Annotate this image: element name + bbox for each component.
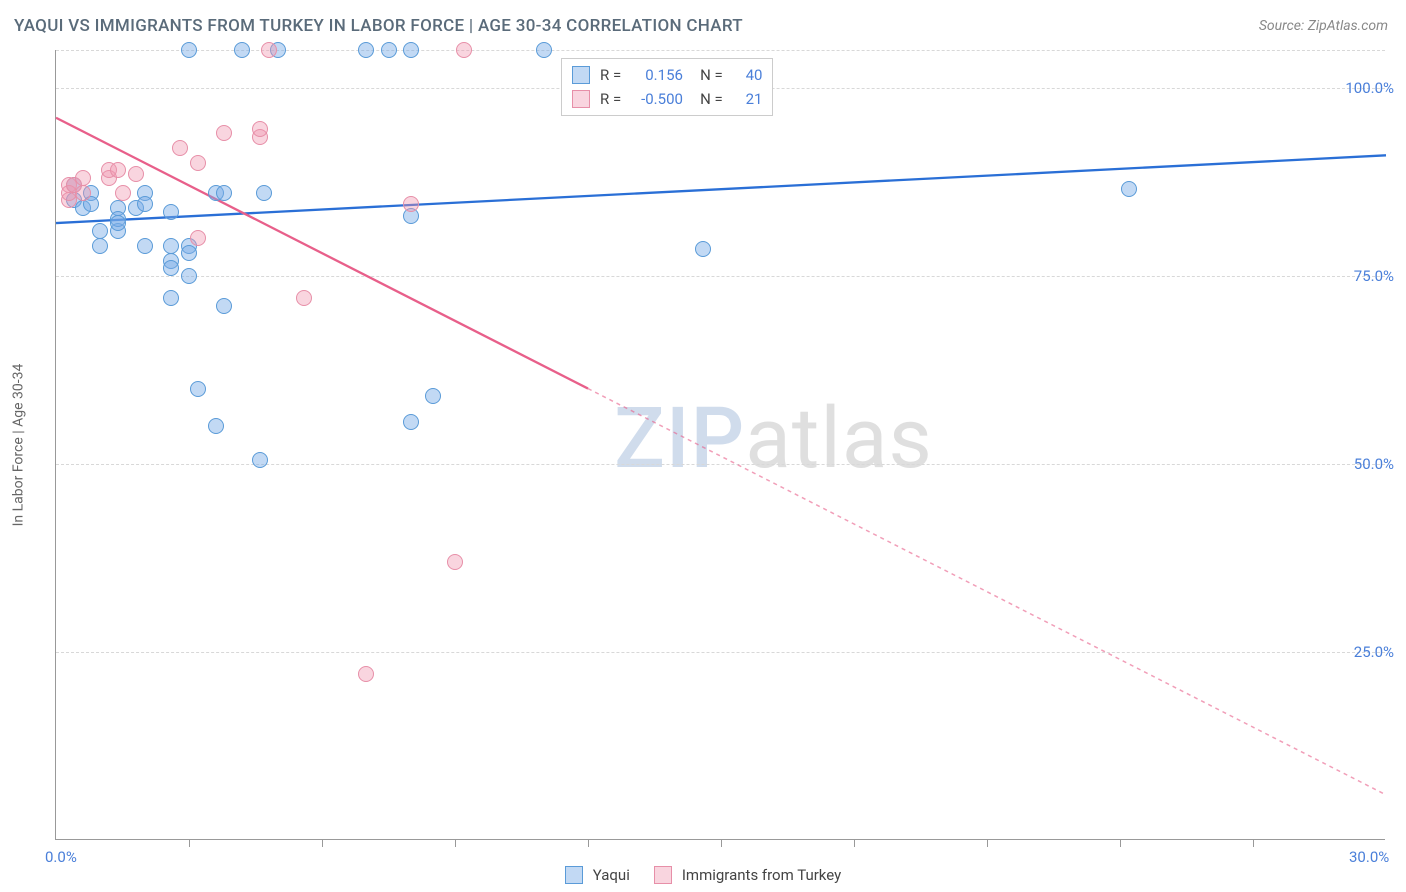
data-point [172, 140, 188, 156]
x-tick [588, 839, 589, 847]
stats-row: R = 0.156 N = 40 [572, 63, 762, 87]
data-point [261, 42, 277, 58]
y-tick-label: 25.0% [1354, 643, 1394, 661]
legend-item: Yaqui [565, 866, 630, 884]
source-attribution: Source: ZipAtlas.com [1259, 18, 1388, 34]
x-tick-label: 0.0% [45, 848, 77, 866]
data-point [110, 215, 126, 231]
correlation-chart: YAQUI VS IMMIGRANTS FROM TURKEY IN LABOR… [0, 0, 1406, 892]
stats-box: R = 0.156 N = 40R = -0.500 N = 21 [561, 58, 773, 116]
data-point [137, 196, 153, 212]
data-point [163, 204, 179, 220]
data-point [381, 42, 397, 58]
legend-swatch [654, 866, 672, 884]
data-point [110, 162, 126, 178]
stats-r-label: R = [600, 63, 625, 87]
data-point [403, 42, 419, 58]
data-point [75, 185, 91, 201]
data-point [216, 125, 232, 141]
chart-title: YAQUI VS IMMIGRANTS FROM TURKEY IN LABOR… [14, 16, 743, 36]
y-tick-label: 50.0% [1354, 455, 1394, 473]
data-point [208, 418, 224, 434]
data-point [358, 666, 374, 682]
y-axis-label-container: In Labor Force | Age 30-34 [8, 50, 28, 840]
y-tick-label: 75.0% [1354, 267, 1394, 285]
data-point [296, 290, 312, 306]
stats-n-value: 21 [732, 87, 762, 111]
data-point [216, 298, 232, 314]
stats-n-label: N = [689, 87, 727, 111]
x-tick [1253, 839, 1254, 847]
data-point [252, 452, 268, 468]
legend-swatch [572, 66, 590, 84]
data-point [181, 42, 197, 58]
legend-label: Yaqui [593, 866, 630, 884]
trend-line [56, 155, 1386, 223]
data-point [181, 268, 197, 284]
x-tick [854, 839, 855, 847]
stats-r-label: R = [600, 87, 625, 111]
data-point [358, 42, 374, 58]
y-tick-label: 100.0% [1345, 79, 1394, 97]
data-point [92, 238, 108, 254]
data-point [92, 223, 108, 239]
trend-lines-svg [56, 50, 1386, 840]
stats-r-value: 0.156 [631, 63, 683, 87]
legend-swatch [572, 90, 590, 108]
x-tick [322, 839, 323, 847]
data-point [256, 185, 272, 201]
x-tick [987, 839, 988, 847]
plot-area: ZIPatlas R = 0.156 N = 40R = -0.500 N = … [55, 50, 1385, 840]
x-tick [189, 839, 190, 847]
data-point [234, 42, 250, 58]
x-tick [721, 839, 722, 847]
stats-row: R = -0.500 N = 21 [572, 87, 762, 111]
data-point [252, 121, 268, 137]
stats-n-label: N = [689, 63, 727, 87]
legend-label: Immigrants from Turkey [682, 866, 841, 884]
data-point [1121, 181, 1137, 197]
data-point [137, 238, 153, 254]
data-point [695, 241, 711, 257]
data-point [190, 155, 206, 171]
legend-item: Immigrants from Turkey [654, 866, 841, 884]
data-point [456, 42, 472, 58]
x-tick-label: 30.0% [1349, 848, 1389, 866]
data-point [403, 414, 419, 430]
data-point [75, 170, 91, 186]
stats-r-value: -0.500 [631, 87, 683, 111]
bottom-legend: Yaqui Immigrants from Turkey [0, 866, 1406, 884]
data-point [115, 185, 131, 201]
trend-line [56, 118, 588, 389]
data-point [163, 290, 179, 306]
trend-line-extrapolation [588, 389, 1386, 795]
data-point [190, 381, 206, 397]
data-point [536, 42, 552, 58]
data-point [403, 196, 419, 212]
y-axis-label: In Labor Force | Age 30-34 [10, 364, 26, 527]
data-point [163, 260, 179, 276]
x-tick [455, 839, 456, 847]
data-point [163, 238, 179, 254]
legend-swatch [565, 866, 583, 884]
stats-n-value: 40 [732, 63, 762, 87]
data-point [128, 166, 144, 182]
data-point [181, 245, 197, 261]
data-point [425, 388, 441, 404]
data-point [190, 230, 206, 246]
data-point [216, 185, 232, 201]
data-point [447, 554, 463, 570]
x-tick [1120, 839, 1121, 847]
